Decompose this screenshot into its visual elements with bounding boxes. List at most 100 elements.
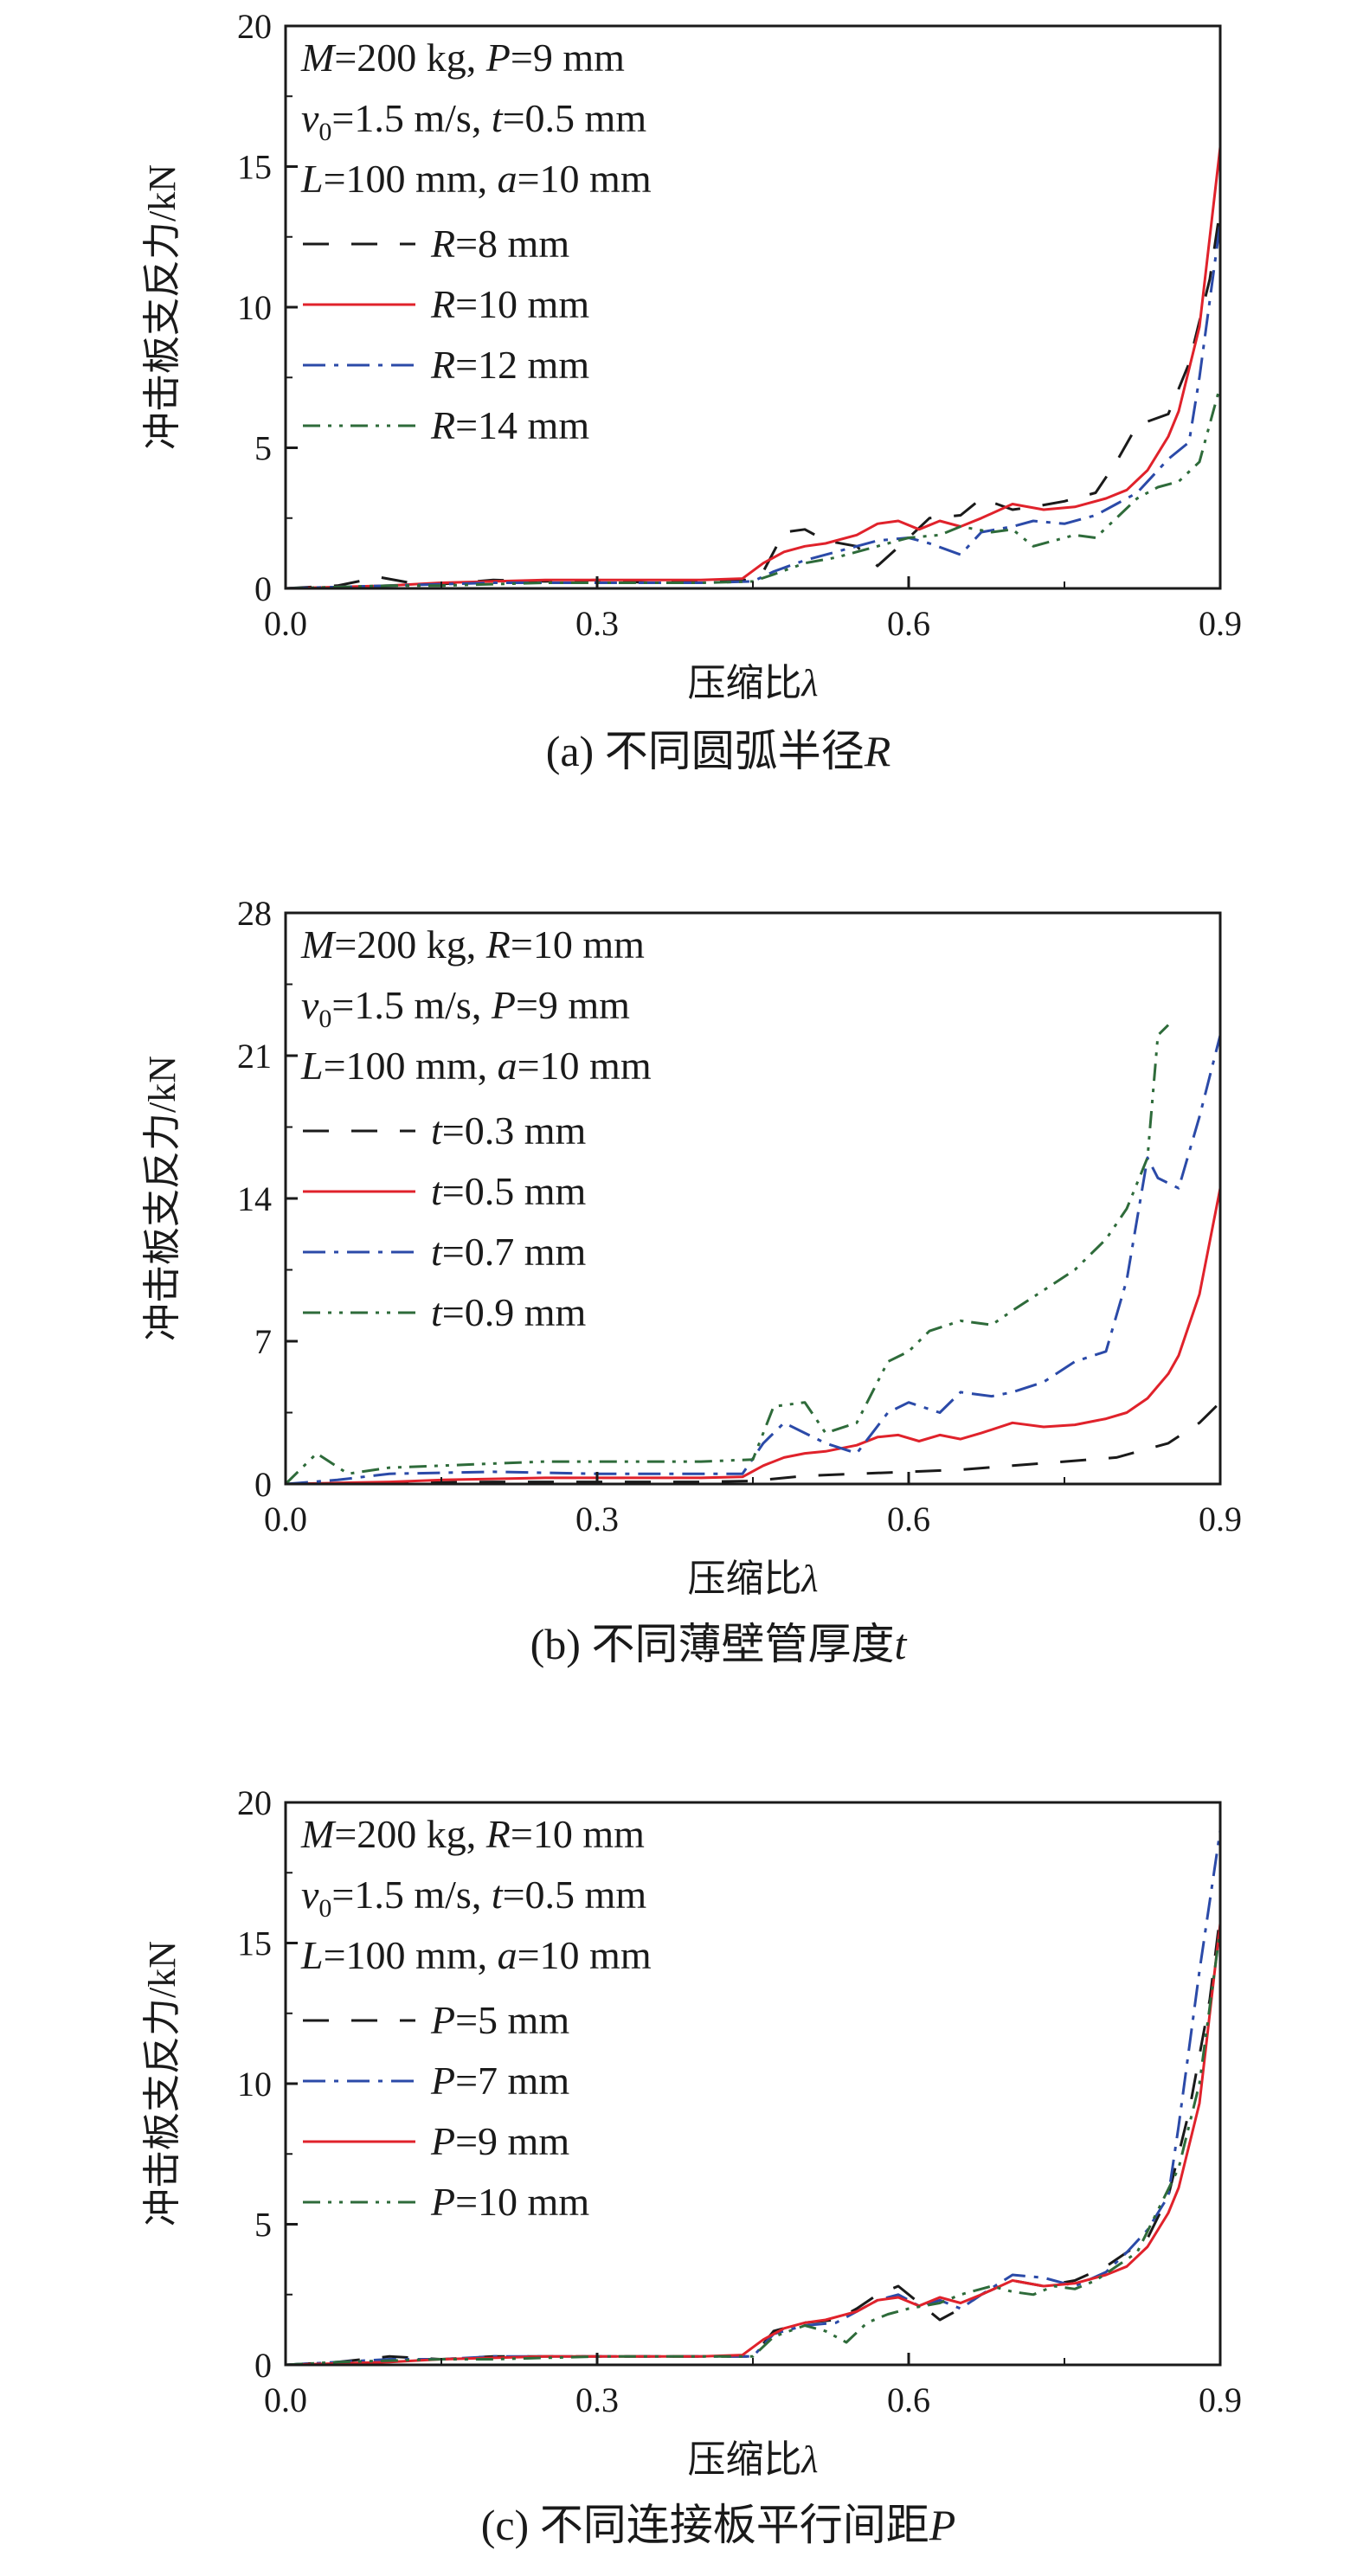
- series-lines: [286, 1830, 1222, 2365]
- param-text: =0.5 mm: [503, 96, 647, 140]
- param-symbol: v: [301, 983, 319, 1027]
- x-axis-label: 压缩比λ: [687, 662, 818, 704]
- param-text: =1.5 m/s,: [331, 1873, 491, 1917]
- x-tick-label: 0.0: [264, 604, 307, 643]
- x-tick-label: 0.6: [887, 604, 930, 643]
- legend-label-4: t=0.9 mm: [431, 1290, 587, 1334]
- x-axis-label-var: λ: [800, 662, 818, 704]
- legend-var: P: [430, 2119, 455, 2163]
- param-symbol: M: [300, 922, 337, 967]
- param-symbol: M: [300, 1812, 337, 1856]
- series-line-4: [286, 1024, 1170, 1484]
- param-text: =10 mm: [511, 922, 645, 967]
- series-line-1: [286, 1914, 1222, 2365]
- param-text: =100 mm,: [324, 1933, 498, 1977]
- param-symbol: P: [491, 983, 516, 1027]
- param-text: =1.5 m/s,: [331, 96, 491, 140]
- param-text: =9 mm: [511, 35, 625, 80]
- param-line-2: v0=1.5 m/s, t=0.5 mm: [301, 1873, 646, 1923]
- series-line-2: [286, 1187, 1222, 1484]
- legend-label-3: P=9 mm: [430, 2119, 569, 2163]
- param-text: =100 mm,: [324, 157, 498, 201]
- param-line-2: v0=1.5 m/s, t=0.5 mm: [301, 96, 646, 146]
- legend-label-3: t=0.7 mm: [431, 1230, 587, 1274]
- legend-var: t: [431, 1108, 443, 1153]
- y-axis-label: 冲击板支反力/kN: [141, 1056, 183, 1341]
- param-text: =200 kg,: [334, 922, 485, 967]
- series-line-4: [286, 385, 1222, 588]
- legend-var: P: [430, 2059, 455, 2103]
- legend-rest: =0.3 mm: [442, 1108, 587, 1153]
- series-line-3: [286, 1923, 1222, 2365]
- y-tick-label: 5: [254, 429, 272, 468]
- y-tick-label: 10: [237, 288, 272, 327]
- series-line-3: [286, 222, 1222, 588]
- caption-text: (c) 不同连接板平行间距: [481, 2501, 929, 2549]
- legend-var: t: [431, 1230, 443, 1274]
- y-tick-label: 14: [237, 1179, 272, 1218]
- y-tick-label: 20: [237, 1783, 272, 1822]
- y-axis-label: 冲击板支反力/kN: [141, 164, 183, 450]
- x-tick-label: 0.9: [1199, 1500, 1242, 1539]
- param-subscript: 0: [318, 118, 331, 146]
- y-tick-label: 0: [254, 569, 272, 608]
- param-line-3: L=100 mm, a=10 mm: [300, 1933, 652, 1977]
- legend-rest: =7 mm: [455, 2059, 569, 2103]
- x-axis-label-text: 压缩比: [687, 662, 801, 704]
- legend-rest: =10 mm: [455, 282, 589, 326]
- param-symbol: a: [498, 1933, 518, 1977]
- series-line-1: [286, 208, 1222, 588]
- legend-label-1: R=8 mm: [430, 222, 569, 266]
- legend-label-1: t=0.3 mm: [431, 1108, 587, 1153]
- x-tick-label: 0.9: [1199, 2380, 1242, 2419]
- param-line-1: M=200 kg, R=10 mm: [300, 922, 645, 967]
- legend-rest: =14 mm: [455, 403, 589, 447]
- param-text: =10 mm: [518, 1044, 652, 1088]
- legend-rest: =5 mm: [455, 1998, 569, 2042]
- series-line-2: [286, 1830, 1222, 2365]
- caption-text: (a) 不同圆弧半径: [546, 727, 865, 775]
- param-symbol: R: [485, 1812, 511, 1856]
- legend-label-1: P=5 mm: [430, 1998, 569, 2042]
- x-tick-label: 0.0: [264, 2380, 307, 2419]
- param-text: =200 kg,: [334, 1812, 485, 1856]
- series-line-3: [286, 1035, 1222, 1484]
- legend-var: t: [431, 1290, 443, 1334]
- y-tick-label: 15: [237, 148, 272, 187]
- param-symbol: a: [498, 157, 518, 201]
- panel-caption: (c) 不同连接板平行间距P: [481, 2501, 956, 2549]
- x-tick-label: 0.3: [575, 604, 619, 643]
- legend-label-2: t=0.5 mm: [431, 1169, 587, 1213]
- caption-text: (b) 不同薄壁管厚度: [530, 1620, 895, 1668]
- legend-var: R: [430, 222, 455, 266]
- param-line-2: v0=1.5 m/s, P=9 mm: [301, 983, 630, 1033]
- param-symbol: P: [485, 35, 511, 80]
- chart-panel-c: 0 5 10 15 20 0.0 0.3 0.6 0.9 压缩比λ 冲击板支反力/kN M=200 k…: [141, 1783, 1242, 2549]
- y-tick-label: 7: [254, 1322, 272, 1361]
- legend-label-4: R=14 mm: [430, 403, 589, 447]
- param-line-3: L=100 mm, a=10 mm: [300, 157, 652, 201]
- legend-rest: =0.7 mm: [442, 1230, 587, 1274]
- param-symbol: L: [300, 157, 324, 201]
- legend-label-4: P=10 mm: [430, 2180, 589, 2224]
- caption-var: t: [894, 1620, 907, 1668]
- legend-var: R: [430, 403, 455, 447]
- x-axis-label: 压缩比λ: [687, 2438, 818, 2481]
- x-tick-label: 0.9: [1199, 604, 1242, 643]
- param-subscript: 0: [318, 1894, 331, 1923]
- param-line-1: M=200 kg, P=9 mm: [300, 35, 625, 80]
- x-axis-label-var: λ: [800, 2438, 818, 2481]
- param-text: =100 mm,: [324, 1044, 498, 1088]
- chart-panel-b: 0 7 14 21 28 0.0 0.3 0.6 0.9 压缩比λ 冲击板支反力/kN M=200 k…: [141, 894, 1242, 1668]
- x-tick-label: 0.3: [575, 1500, 619, 1539]
- legend-rest: =9 mm: [455, 2119, 569, 2163]
- series-lines: [286, 146, 1222, 588]
- chart-panel-a: 0 5 10 15 20 0.0 0.3 0.6 0.9 压缩比λ 冲击板支反力/kN M=200 k…: [141, 7, 1242, 775]
- param-symbol: M: [300, 35, 337, 80]
- param-subscript: 0: [318, 1005, 331, 1033]
- x-axis-label-text: 压缩比: [687, 2438, 801, 2481]
- legend-var: P: [430, 2180, 455, 2224]
- param-symbol: L: [300, 1044, 324, 1088]
- legend-var: R: [430, 282, 455, 326]
- param-line-1: M=200 kg, R=10 mm: [300, 1812, 645, 1856]
